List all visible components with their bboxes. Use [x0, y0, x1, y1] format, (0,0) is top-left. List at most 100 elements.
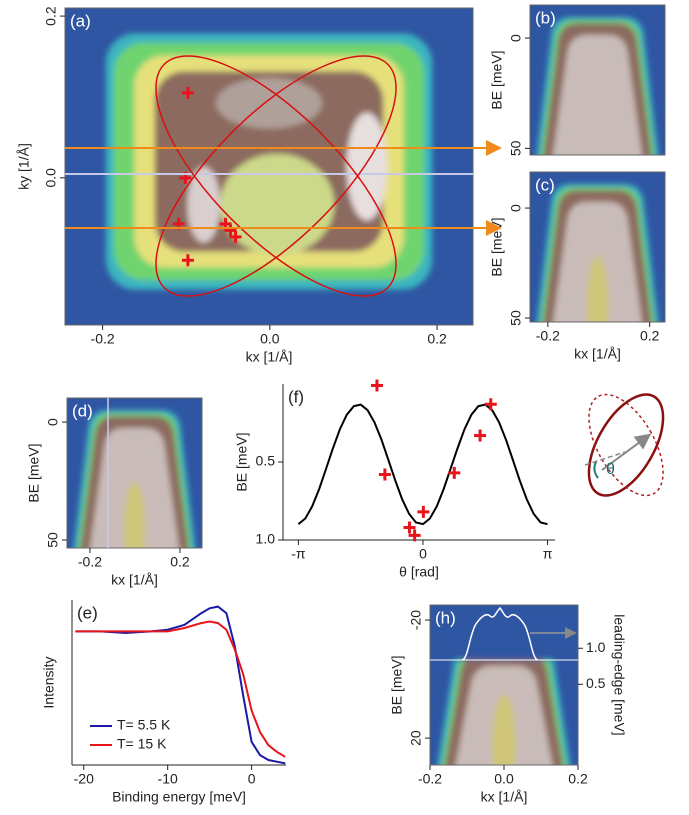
intensity-band	[586, 256, 609, 322]
data-point	[474, 429, 487, 442]
x-tick-label: -0.2	[78, 554, 102, 570]
heatmap-image	[67, 398, 202, 548]
y-axis-label: Intensity	[41, 656, 57, 708]
data-point	[378, 468, 391, 481]
y-axis-label: BE [meV]	[489, 217, 505, 276]
fermi-ellipse	[155, 55, 397, 297]
data-point	[403, 521, 416, 534]
intensity-band	[123, 482, 146, 548]
y-tick-label: 50	[508, 140, 524, 156]
legend-label: T= 5.5 K	[117, 717, 171, 733]
data-point	[408, 529, 421, 542]
y-axis-label: ky [1/Å]	[16, 143, 32, 190]
data-line	[75, 620, 286, 758]
intensity-band	[187, 166, 221, 243]
x-tick-label: -20	[74, 771, 94, 787]
legend-label: T= 15 K	[117, 736, 167, 752]
x-axis-label: θ [rad]	[399, 564, 439, 580]
y-tick-label: 1.0	[256, 531, 276, 547]
x-axis-label: Binding energy [meV]	[112, 789, 246, 805]
heatmap-image	[430, 605, 578, 765]
x-tick-label: -0.2	[91, 331, 115, 347]
x-tick-label: 0.2	[568, 771, 588, 787]
angle-label: θ	[606, 461, 615, 478]
y-axis-label: BE [meV]	[489, 50, 505, 109]
panel-label: (h)	[435, 608, 456, 627]
data-point	[181, 86, 194, 99]
x-tick-label: π	[543, 546, 553, 562]
data-point	[224, 224, 237, 237]
y-tick-label: 0.2	[43, 6, 59, 26]
angle-arc	[593, 461, 599, 479]
intensity-band	[346, 112, 388, 221]
x-axis-label: kx [1/Å]	[111, 572, 158, 588]
angle-arrow	[601, 433, 652, 471]
y-axis-label: BE [meV]	[389, 655, 405, 714]
x-axis-label: kx [1/Å]	[574, 346, 621, 362]
x-axis-label: kx [1/Å]	[481, 789, 528, 805]
intensity-band	[492, 694, 516, 765]
y-tick-label: 20	[408, 730, 424, 746]
heatmap-image	[530, 5, 665, 155]
heatmap-image	[65, 8, 473, 325]
heatmap-image	[530, 172, 665, 322]
panel-label: (e)	[77, 603, 98, 622]
gap-ellipse-rotated	[588, 393, 664, 497]
y-tick-label: 0.5	[256, 453, 276, 469]
y-tick-label: 0	[45, 418, 61, 426]
y2-tick-label: 0.5	[586, 675, 606, 691]
y-tick-label: 0	[508, 34, 524, 42]
data-point	[417, 505, 430, 518]
plot-frame	[64, 7, 474, 326]
inset-curve	[461, 606, 539, 661]
plot-frame	[66, 397, 203, 549]
x-tick-label: -0.2	[418, 771, 442, 787]
plot-frame	[529, 4, 666, 156]
x-tick-label: 0	[248, 771, 256, 787]
data-point	[448, 466, 461, 479]
x-tick-label: 0.2	[427, 331, 447, 347]
data-point	[181, 254, 194, 267]
data-line	[297, 403, 548, 526]
panel-label: (a)	[70, 11, 91, 30]
overlays: θ	[65, 55, 665, 661]
x-tick-label: 0.0	[260, 331, 280, 347]
y-tick-label: 50	[45, 532, 61, 548]
intensity	[105, 33, 433, 290]
y2-axis-label: leading-edge [meV]	[611, 614, 627, 735]
x-tick-label: 0.2	[170, 554, 190, 570]
intensity-band	[215, 77, 323, 129]
reference-line	[584, 451, 626, 466]
x-tick-label: -10	[158, 771, 178, 787]
panel-label: (f)	[288, 387, 304, 406]
data-point	[229, 230, 242, 243]
panel-label: (c)	[535, 175, 555, 194]
y-tick-label: 50	[508, 310, 524, 326]
data-line	[75, 605, 286, 765]
x-axis-label: kx [1/Å]	[246, 349, 293, 365]
fermi-ellipse	[155, 55, 397, 297]
y2-tick-label: 1.0	[586, 639, 606, 655]
gap-ellipse	[587, 393, 665, 497]
heatmaps	[65, 5, 665, 765]
y-tick-label: 0.0	[43, 168, 59, 188]
panel-label: (b)	[535, 8, 556, 27]
panel-label: (d)	[72, 401, 93, 420]
intensity-band	[220, 153, 335, 256]
y-tick-label: 0	[508, 204, 524, 212]
intensity	[536, 17, 659, 155]
x-tick-label: 0.2	[640, 328, 660, 344]
y-axis-label: BE [meV]	[26, 443, 42, 502]
x-tick-label: 0.0	[494, 771, 514, 787]
y-axis-label: BE [meV]	[234, 432, 250, 491]
x-tick-label: 0	[419, 546, 427, 562]
y-tick-label: -20	[408, 610, 424, 630]
plot-frame	[529, 171, 666, 323]
data-point	[370, 379, 383, 392]
intensity-band	[553, 35, 642, 155]
intensity	[536, 184, 659, 322]
x-tick-label: -0.2	[536, 328, 560, 344]
x-tick-label: -π	[291, 546, 306, 562]
